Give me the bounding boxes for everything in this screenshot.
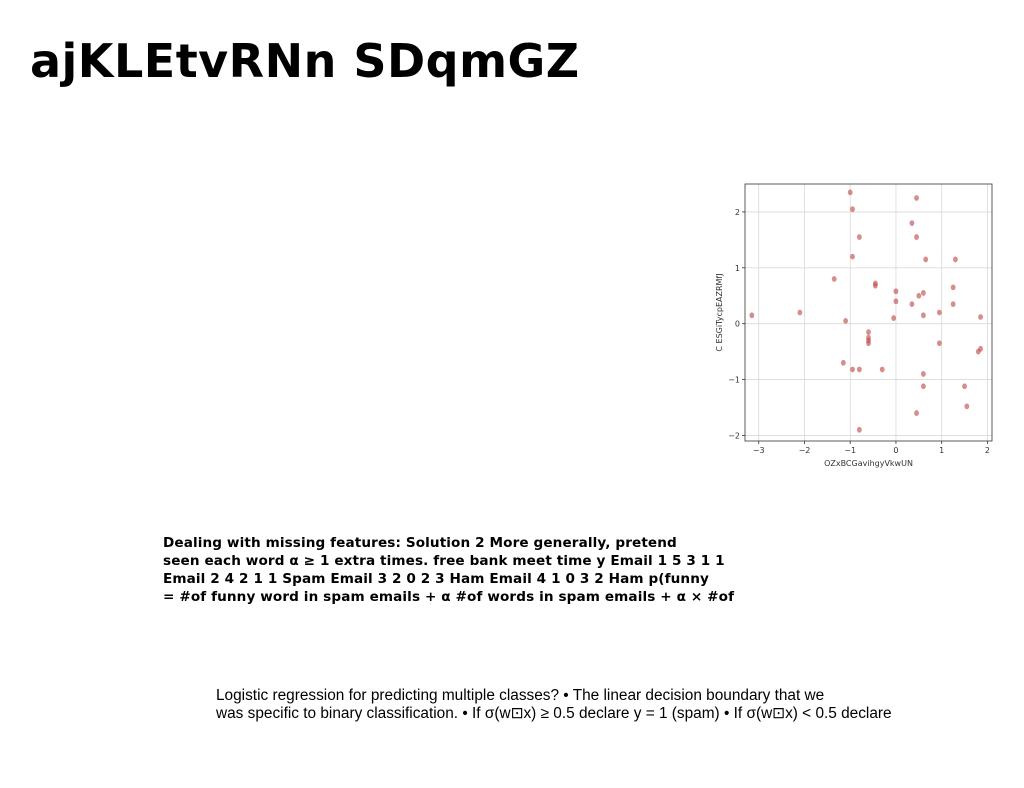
scatter-point — [872, 282, 878, 289]
scatter-point — [797, 309, 803, 316]
x-tick-label: 0 — [893, 446, 898, 455]
scatter-point — [891, 315, 897, 321]
text-line: Dealing with missing features: Solution … — [163, 535, 677, 551]
scatter-point — [914, 195, 919, 201]
missing-features-paragraph: Dealing with missing features: Solution … — [163, 534, 763, 606]
scatter-point — [950, 301, 956, 308]
y-tick-label: 1 — [735, 264, 740, 273]
x-axis-label: OZxBCGavihgyVkwUN — [824, 459, 913, 468]
y-tick-label: −2 — [728, 431, 740, 440]
scatter-point — [978, 314, 983, 320]
text-line: seen each word α ≥ 1 extra times. free b… — [163, 553, 725, 569]
scatter-point — [914, 410, 919, 416]
x-tick-label: 1 — [939, 446, 944, 455]
scatter-point — [866, 340, 871, 347]
scatter-point — [749, 312, 755, 319]
y-tick-label: 0 — [735, 320, 740, 329]
grid-lines — [745, 184, 992, 441]
scatter-point — [856, 234, 862, 240]
scatter-point — [950, 284, 956, 291]
scatter-point — [936, 309, 942, 316]
scatter-point — [920, 290, 926, 296]
scatter-plot: −3 −2 −1 0 1 2 −2 −1 0 1 2 OZxBCGavihgyVkwUN C ESG… — [715, 183, 993, 468]
scatter-plot-figure: −3 −2 −1 0 1 2 −2 −1 0 1 2 OZxBCGavihgyVkwUN C ESG… — [712, 178, 1002, 478]
scatter-point — [916, 292, 922, 299]
scatter-point — [920, 383, 926, 390]
scatter-point — [962, 383, 967, 390]
y-tick-label: −1 — [728, 376, 740, 385]
text-line: was specific to binary classification. •… — [216, 705, 892, 722]
scatter-point — [909, 220, 915, 227]
scatter-point — [840, 359, 846, 366]
scatter-point — [920, 312, 926, 319]
scatter-point — [923, 256, 929, 263]
scatter-point — [879, 366, 885, 373]
scatter-point — [964, 403, 970, 410]
scatter-point — [909, 301, 915, 308]
y-tick-label: 2 — [735, 208, 740, 217]
axis-ticks: −3 −2 −1 0 1 2 −2 −1 0 1 2 — [728, 208, 990, 455]
x-tick-label: −2 — [799, 446, 811, 455]
scatter-points — [749, 189, 983, 433]
scatter-point — [953, 256, 958, 263]
scatter-point — [831, 276, 837, 282]
scatter-point — [975, 348, 981, 355]
scatter-point — [850, 253, 855, 260]
y-axis-label: C ESGiTycpEAZRMfJ — [715, 273, 724, 351]
scatter-point — [914, 234, 919, 240]
scatter-point — [920, 371, 926, 377]
scatter-point — [936, 340, 942, 347]
x-tick-label: 2 — [985, 446, 990, 455]
x-tick-label: −1 — [844, 446, 856, 455]
scatter-point — [893, 288, 899, 295]
logistic-regression-paragraph: Logistic regression for predicting multi… — [216, 687, 916, 723]
scatter-point — [850, 206, 855, 213]
scatter-point — [850, 366, 855, 373]
slide-title: ajKLEtvRNn SDqmGZ — [30, 34, 580, 88]
text-line: Email 2 4 2 1 1 Spam Email 3 2 0 2 3 Ham… — [163, 571, 709, 587]
scatter-point — [893, 298, 899, 305]
scatter-point — [856, 366, 862, 373]
scatter-point — [866, 329, 871, 335]
scatter-point — [847, 189, 853, 196]
scatter-point — [856, 426, 862, 433]
plot-frame — [744, 183, 993, 442]
text-line: = #of funny word in spam emails + α #of … — [163, 589, 735, 605]
scatter-point — [843, 317, 849, 324]
text-line: Logistic regression for predicting multi… — [216, 687, 825, 704]
x-tick-label: −3 — [753, 446, 765, 455]
